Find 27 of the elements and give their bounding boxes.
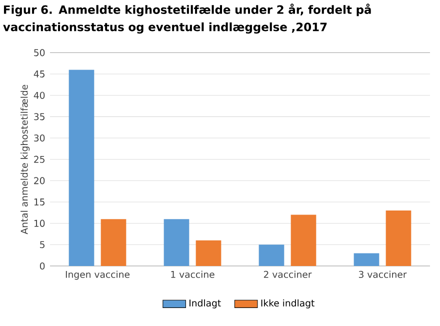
y-tick-label: 45 <box>34 70 44 78</box>
y-tick-label: 30 <box>34 134 45 142</box>
bar <box>196 240 222 266</box>
y-tick-label: 50 <box>34 49 45 56</box>
y-tick-label: 20 <box>34 177 45 184</box>
x-tick-label: 3 vacciner <box>358 270 407 278</box>
bar <box>354 253 380 266</box>
y-axis-title: Antal anmeldte kighostetilfælde <box>20 84 30 234</box>
y-tick-label: 5 <box>40 241 44 248</box>
bar <box>386 210 412 266</box>
y-tick-label: 35 <box>34 113 44 120</box>
bar <box>100 219 126 266</box>
y-tick-label: 25 <box>34 156 44 163</box>
bar <box>258 244 284 266</box>
legend-label: Ikke indlagt <box>261 299 314 308</box>
y-tick-label: 0 <box>40 262 45 270</box>
x-tick-label: 2 vacciner <box>264 270 312 278</box>
chart-title: Figur 6. Anmeldte kighostetilfælde under 2 år, fordelt på vaccinationsstatus og eventuel indlæggelse ,2017 <box>3 4 371 34</box>
y-tick-label: 15 <box>34 198 44 206</box>
y-tick-label: 10 <box>34 220 45 227</box>
y-tick-label: 40 <box>34 92 45 99</box>
bar <box>290 214 316 266</box>
x-tick-label: Ingen vaccine <box>66 270 130 280</box>
bar <box>164 219 190 266</box>
x-tick-label: 1 vaccine <box>171 270 214 278</box>
bar <box>68 70 94 266</box>
legend-label: Indlagt <box>190 299 221 308</box>
